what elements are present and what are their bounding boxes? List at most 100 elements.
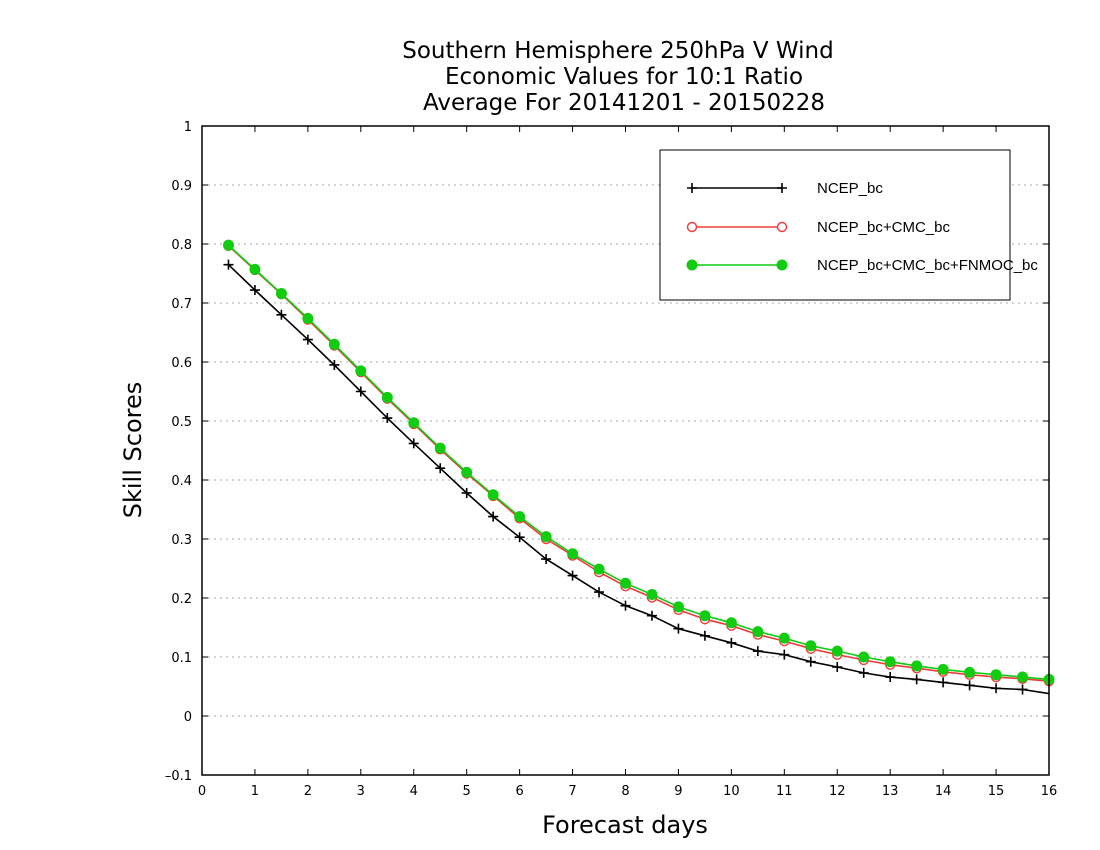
legend-label: NCEP_bc+CMC_bc	[817, 219, 950, 236]
x-tick-label: 3	[357, 784, 365, 799]
x-tick-label: 10	[723, 784, 740, 799]
data-point	[541, 554, 552, 565]
data-point	[382, 413, 393, 424]
y-axis-label: Skill Scores	[119, 382, 147, 519]
x-tick-label: 15	[988, 784, 1005, 799]
data-point	[434, 442, 446, 454]
data-point	[752, 626, 764, 638]
x-tick-label: 0	[198, 784, 206, 799]
x-tick-label: 5	[463, 784, 471, 799]
x-tick-label: 2	[304, 784, 312, 799]
data-point	[408, 438, 419, 449]
x-tick-label: 7	[568, 784, 576, 799]
data-point	[1017, 671, 1029, 683]
y-tick-label: 0.9	[171, 179, 192, 194]
data-point	[1017, 684, 1028, 695]
data-point	[776, 259, 788, 271]
series-line	[227, 264, 1050, 695]
series-layer	[222, 239, 1055, 695]
data-point	[911, 674, 922, 685]
x-tick-label: 4	[410, 784, 418, 799]
data-point	[805, 656, 816, 667]
data-point	[594, 587, 605, 598]
data-point	[832, 662, 843, 673]
data-point	[686, 259, 698, 271]
legend-label: NCEP_bc	[817, 180, 883, 197]
y-tick-label: 0.8	[171, 238, 192, 253]
data-point	[778, 632, 790, 644]
x-tick-label: 12	[829, 784, 846, 799]
data-point	[699, 630, 710, 641]
data-point	[646, 610, 657, 621]
data-point	[514, 532, 525, 543]
data-point	[329, 359, 340, 370]
series-0	[223, 259, 1050, 695]
x-tick-label: 13	[882, 784, 899, 799]
data-point	[620, 600, 631, 611]
data-point	[567, 548, 579, 560]
data-point	[355, 365, 367, 377]
data-point	[911, 660, 923, 672]
data-point	[777, 183, 787, 193]
y-tick-label: 1	[184, 120, 192, 135]
y-tick-label: 0.6	[171, 356, 192, 371]
x-tick-label: 14	[935, 784, 952, 799]
x-tick-label: 9	[674, 784, 682, 799]
y-tick-label: 0.4	[171, 474, 192, 489]
data-point	[938, 677, 949, 688]
y-tick-label: 0.1	[171, 651, 192, 666]
data-point	[964, 680, 975, 691]
data-point	[593, 563, 605, 575]
series-1	[223, 240, 1055, 687]
data-point	[885, 672, 896, 683]
y-tick-label: 0.7	[171, 297, 192, 312]
data-point	[805, 640, 817, 652]
data-point	[620, 577, 631, 589]
data-point	[672, 601, 684, 613]
x-axis-ticks: 0 1 2 3 4 5 6 7 8 9 10 11 12 13 14 15 16	[198, 126, 1057, 799]
data-point	[884, 656, 896, 668]
data-point	[831, 645, 843, 657]
data-point	[686, 221, 698, 233]
data-point	[990, 669, 1002, 681]
data-point	[540, 531, 552, 543]
legend: NCEP_bc NCEP_bc+CMC_bc NCEP_bc+CMC_bc+FNMO…	[659, 149, 1038, 301]
title-line-1: Southern Hemisphere 250hPa V Wind	[402, 38, 833, 64]
data-point	[487, 489, 499, 501]
y-tick-label: 0	[184, 710, 192, 725]
data-point	[687, 183, 697, 193]
data-point	[726, 637, 737, 648]
data-point	[858, 651, 870, 663]
data-point	[937, 663, 949, 675]
data-point	[964, 666, 976, 678]
data-point	[991, 683, 1002, 694]
data-point	[461, 466, 473, 478]
legend-box	[659, 149, 1011, 301]
data-point	[752, 646, 763, 657]
data-point	[249, 285, 260, 296]
data-point	[514, 511, 526, 523]
x-tick-label: 6	[515, 784, 523, 799]
y-tick-label: 0.5	[171, 415, 192, 430]
plot-frame	[201, 125, 1050, 776]
y-axis-ticks: –0.1 0 0.1 0.2 0.3 0.4 0.5 0.6 0.7 0.8 0.9 1	[165, 120, 1049, 784]
data-point	[858, 667, 869, 678]
data-point	[699, 610, 711, 622]
data-point	[302, 312, 314, 324]
legend-label: NCEP_bc+CMC_bc+FNMOC_bc	[817, 257, 1038, 274]
series-line	[227, 245, 1050, 682]
series-2	[222, 239, 1055, 685]
series-line	[227, 244, 1050, 681]
data-point	[488, 511, 499, 522]
data-point	[381, 391, 393, 403]
y-tick-label: 0.2	[171, 592, 192, 607]
data-point	[646, 588, 658, 600]
data-point	[249, 263, 261, 275]
data-point	[776, 221, 788, 233]
x-tick-label: 1	[251, 784, 259, 799]
y-tick-label: –0.1	[165, 769, 192, 784]
data-point	[435, 463, 446, 474]
data-point	[328, 338, 340, 350]
chart-title: Southern Hemisphere 250hPa V Wind Econom…	[402, 38, 833, 116]
